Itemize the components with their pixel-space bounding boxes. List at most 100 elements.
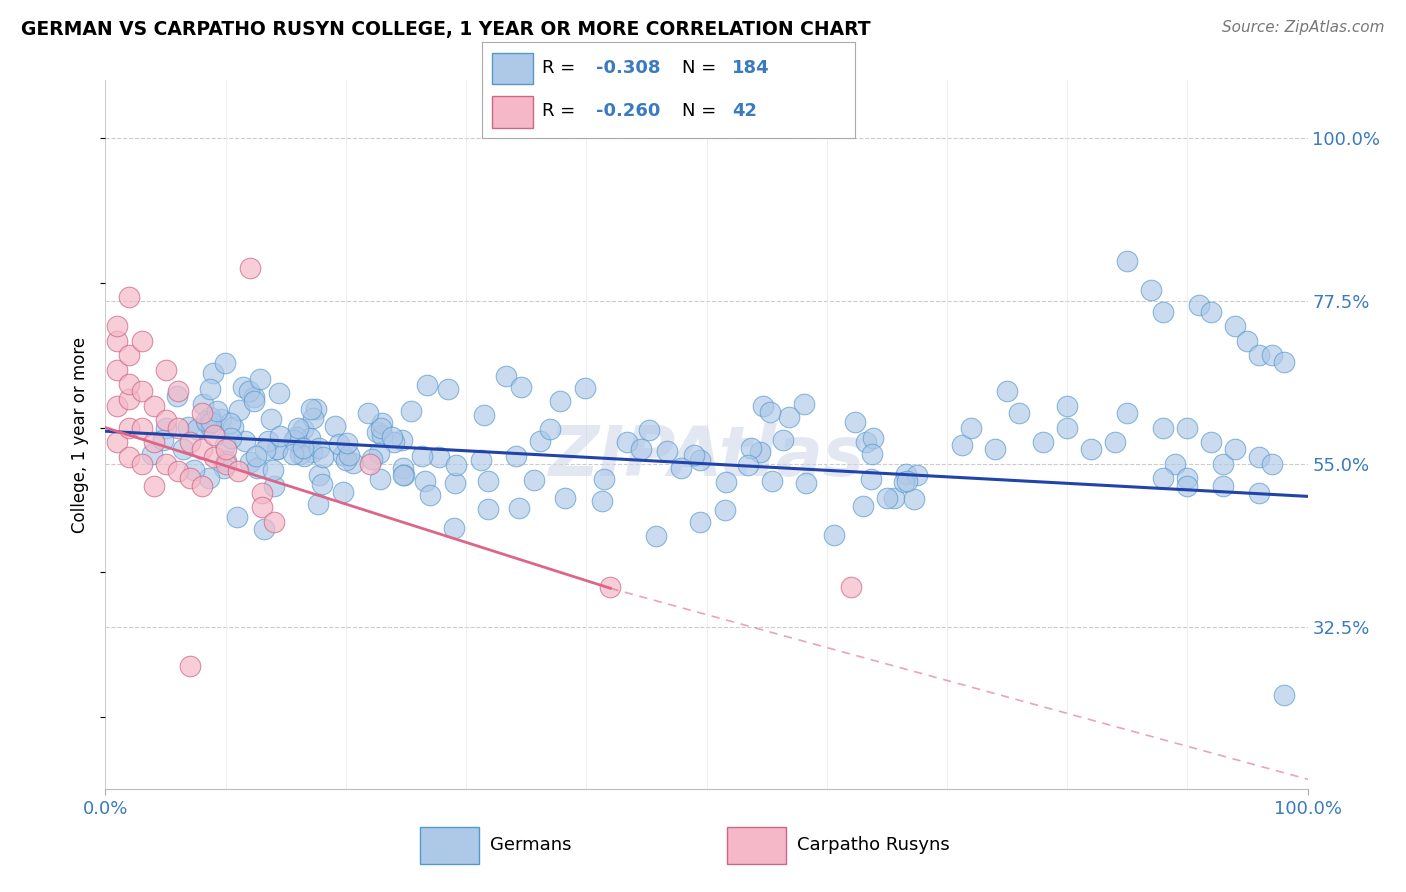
Point	[645, 529, 668, 543]
Point	[392, 461, 415, 475]
Point	[1188, 297, 1211, 311]
Point	[218, 416, 240, 430]
Point	[323, 419, 346, 434]
Point	[529, 434, 551, 448]
Point	[793, 397, 815, 411]
Point	[299, 431, 322, 445]
Point	[311, 476, 333, 491]
Point	[152, 433, 174, 447]
Point	[246, 460, 269, 475]
Text: Source: ZipAtlas.com: Source: ZipAtlas.com	[1222, 20, 1385, 35]
Point	[1152, 471, 1174, 485]
Point	[118, 420, 141, 434]
Point	[107, 399, 129, 413]
Point	[443, 521, 465, 535]
Bar	[492, 95, 533, 128]
Point	[260, 412, 283, 426]
Point	[361, 452, 384, 467]
Point	[1236, 334, 1258, 348]
Point	[472, 408, 495, 422]
Point	[166, 384, 188, 399]
Point	[190, 478, 212, 492]
Point	[437, 382, 460, 396]
Point	[195, 414, 218, 428]
Point	[214, 437, 236, 451]
Point	[862, 431, 884, 445]
Point	[155, 420, 177, 434]
Point	[118, 348, 141, 362]
Point	[1008, 406, 1031, 420]
Point	[308, 442, 330, 456]
Point	[415, 474, 437, 488]
Point	[772, 433, 794, 447]
Point	[1056, 420, 1078, 434]
Point	[903, 492, 925, 507]
Point	[758, 405, 780, 419]
Text: Germans: Germans	[491, 836, 572, 855]
Point	[219, 431, 242, 445]
Text: N =: N =	[682, 103, 721, 120]
Point	[411, 449, 433, 463]
Point	[370, 421, 392, 435]
Point	[202, 366, 225, 380]
Point	[250, 485, 273, 500]
Point	[778, 409, 800, 424]
Bar	[492, 53, 533, 85]
Point	[183, 463, 205, 477]
Point	[269, 429, 291, 443]
Point	[368, 472, 391, 486]
Point	[290, 441, 312, 455]
Point	[209, 411, 232, 425]
Point	[202, 450, 225, 464]
Point	[550, 394, 572, 409]
Point	[332, 485, 354, 500]
Point	[737, 458, 759, 472]
Point	[190, 442, 212, 457]
Point	[107, 435, 129, 450]
Text: R =: R =	[541, 103, 581, 120]
Point	[198, 471, 221, 485]
Point	[477, 502, 499, 516]
Point	[342, 457, 364, 471]
Point	[689, 516, 711, 530]
Point	[308, 468, 330, 483]
Text: GERMAN VS CARPATHO RUSYN COLLEGE, 1 YEAR OR MORE CORRELATION CHART: GERMAN VS CARPATHO RUSYN COLLEGE, 1 YEAR…	[21, 20, 870, 38]
Point	[337, 448, 360, 462]
Point	[896, 474, 918, 488]
Point	[1116, 406, 1139, 420]
Point	[287, 421, 309, 435]
Point	[142, 435, 165, 450]
Point	[263, 479, 285, 493]
Point	[682, 448, 704, 462]
Point	[335, 453, 357, 467]
Point	[1212, 457, 1234, 471]
Point	[1152, 305, 1174, 319]
Point	[905, 467, 928, 482]
Point	[752, 400, 775, 414]
Point	[382, 435, 405, 450]
Point	[1260, 457, 1282, 471]
Point	[214, 356, 236, 370]
Point	[630, 442, 652, 457]
Point	[371, 416, 394, 430]
Point	[1175, 478, 1198, 492]
Point	[228, 402, 250, 417]
Text: 42: 42	[733, 103, 756, 120]
Point	[655, 444, 678, 458]
Point	[1175, 471, 1198, 485]
Point	[1212, 478, 1234, 492]
Point	[366, 425, 388, 439]
Point	[477, 474, 499, 488]
Point	[823, 528, 845, 542]
Point	[243, 394, 266, 409]
Point	[226, 510, 249, 524]
Point	[893, 475, 915, 489]
Point	[155, 362, 177, 376]
Point	[107, 319, 129, 334]
Point	[202, 428, 225, 442]
Text: ZIPAtlas: ZIPAtlas	[548, 423, 865, 490]
Point	[266, 442, 288, 456]
Point	[1056, 399, 1078, 413]
Point	[226, 464, 249, 478]
Point	[190, 406, 212, 420]
